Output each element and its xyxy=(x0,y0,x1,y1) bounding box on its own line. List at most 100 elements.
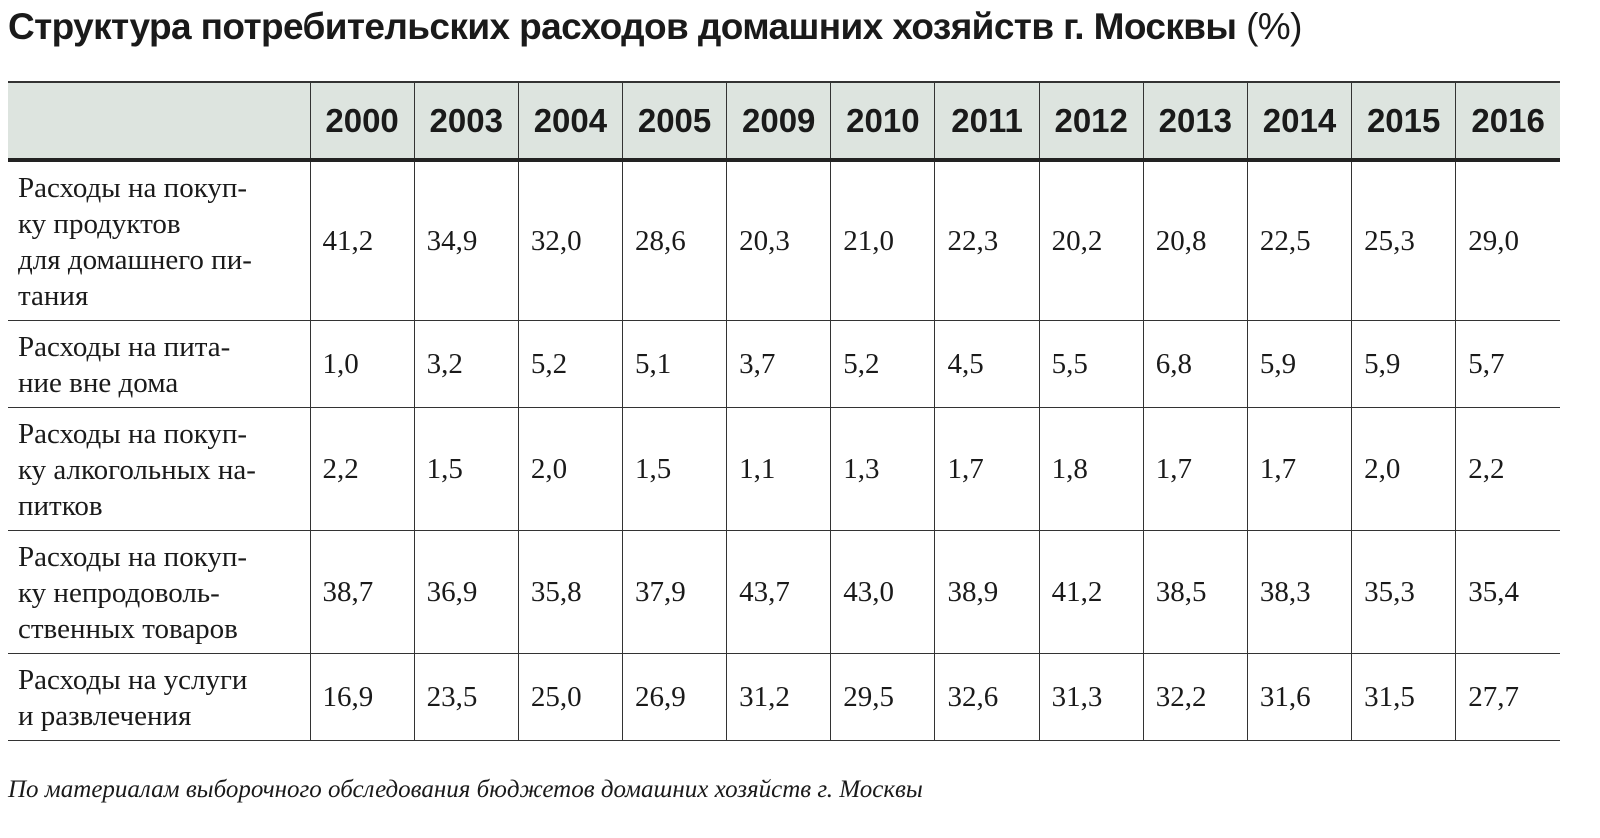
table-row: Расходы на услуги и развлечения 16,9 23,5 25… xyxy=(8,653,1560,741)
cell-value: 43,7 xyxy=(726,530,832,654)
row-label-line: ку алкогольных на- xyxy=(18,454,256,486)
cell-value: 1,0 xyxy=(309,320,415,408)
title-unit: (%) xyxy=(1246,6,1302,47)
cell-value: 6,8 xyxy=(1142,320,1248,408)
cell-value: 31,3 xyxy=(1038,653,1144,741)
cell-value: 1,5 xyxy=(413,407,519,531)
column-header: 2010 xyxy=(830,82,936,160)
table-row: Расходы на пита-ние вне дома 1,0 3,2 5,2 5,1… xyxy=(8,320,1560,408)
data-table: 2000 2003 2004 2005 2009 2010 2011 2012 2013 2014… xyxy=(8,81,1560,741)
header-row: 2000 2003 2004 2005 2009 2010 2011 2012 2013 2014… xyxy=(8,82,1560,160)
cell-value: 3,2 xyxy=(413,320,519,408)
column-header: 2009 xyxy=(726,82,832,160)
cell-value: 22,3 xyxy=(934,160,1040,321)
cell-value: 1,7 xyxy=(934,407,1040,531)
row-label-line: и развлечения xyxy=(18,700,192,732)
cell-value: 1,7 xyxy=(1142,407,1248,531)
cell-value: 28,6 xyxy=(621,160,728,321)
cell-value: 4,5 xyxy=(934,320,1040,408)
cell-value: 38,9 xyxy=(934,530,1040,654)
cell-value: 41,2 xyxy=(1038,530,1144,654)
row-label-line: ку непродоволь- xyxy=(18,577,220,609)
cell-value: 23,5 xyxy=(413,653,519,741)
cell-value: 35,3 xyxy=(1351,530,1457,654)
cell-value: 3,7 xyxy=(726,320,832,408)
cell-value: 1,7 xyxy=(1246,407,1353,531)
row-label: Расходы на покуп-ку алкогольных на-питко… xyxy=(8,407,311,531)
cell-value: 20,3 xyxy=(726,160,832,321)
row-label-line: Расходы на покуп- xyxy=(18,418,248,450)
row-label-line: Расходы на покуп- xyxy=(18,541,248,573)
header-corner xyxy=(8,82,311,160)
cell-value: 1,5 xyxy=(621,407,728,531)
cell-value: 5,9 xyxy=(1351,320,1457,408)
cell-value: 32,6 xyxy=(934,653,1040,741)
row-label-line: для домашнего пи- xyxy=(18,244,252,276)
cell-value: 43,0 xyxy=(830,530,936,654)
column-header: 2015 xyxy=(1351,82,1457,160)
title: Структура потребительских расходов домаш… xyxy=(8,6,1302,48)
cell-value: 20,2 xyxy=(1038,160,1144,321)
cell-value: 31,2 xyxy=(726,653,832,741)
column-header: 2012 xyxy=(1038,82,1144,160)
cell-value: 5,9 xyxy=(1246,320,1353,408)
row-label: Расходы на пита-ние вне дома xyxy=(8,320,311,408)
column-header: 2013 xyxy=(1142,82,1248,160)
column-header: 2014 xyxy=(1246,82,1353,160)
cell-value: 32,0 xyxy=(517,160,623,321)
cell-value: 16,9 xyxy=(309,653,415,741)
row-label-line: Расходы на покуп- xyxy=(18,172,248,204)
cell-value: 34,9 xyxy=(413,160,519,321)
cell-value: 35,4 xyxy=(1455,530,1560,654)
column-header: 2005 xyxy=(621,82,728,160)
column-header: 2016 xyxy=(1455,82,1560,160)
cell-value: 25,3 xyxy=(1351,160,1457,321)
footnote: По материалам выборочного обследования б… xyxy=(8,776,923,803)
table-row: Расходы на покуп-ку продуктов для домашне… xyxy=(8,160,1560,321)
cell-value: 5,1 xyxy=(621,320,728,408)
cell-value: 27,7 xyxy=(1455,653,1560,741)
cell-value: 38,7 xyxy=(309,530,415,654)
title-text: Структура потребительских расходов домаш… xyxy=(8,6,1237,47)
cell-value: 31,6 xyxy=(1246,653,1353,741)
cell-value: 5,2 xyxy=(517,320,623,408)
cell-value: 1,1 xyxy=(726,407,832,531)
cell-value: 26,9 xyxy=(621,653,728,741)
cell-value: 35,8 xyxy=(517,530,623,654)
column-header: 2004 xyxy=(517,82,623,160)
cell-value: 2,0 xyxy=(517,407,623,531)
cell-value: 31,5 xyxy=(1351,653,1457,741)
cell-value: 2,2 xyxy=(309,407,415,531)
row-label-line: питков xyxy=(18,490,103,522)
row-label: Расходы на услуги и развлечения xyxy=(8,653,311,741)
cell-value: 37,9 xyxy=(621,530,728,654)
table-body: Расходы на покуп-ку продуктов для домашне… xyxy=(8,160,1560,741)
cell-value: 20,8 xyxy=(1142,160,1248,321)
column-header: 2003 xyxy=(413,82,519,160)
cell-value: 38,5 xyxy=(1142,530,1248,654)
cell-value: 22,5 xyxy=(1246,160,1353,321)
cell-value: 5,5 xyxy=(1038,320,1144,408)
row-label-line: ственных товаров xyxy=(18,613,238,645)
cell-value: 1,8 xyxy=(1038,407,1144,531)
cell-value: 36,9 xyxy=(413,530,519,654)
cell-value: 29,0 xyxy=(1455,160,1560,321)
cell-value: 38,3 xyxy=(1246,530,1353,654)
cell-value: 41,2 xyxy=(309,160,415,321)
cell-value: 29,5 xyxy=(830,653,936,741)
table-row: Расходы на покуп-ку непродоволь-ственных… xyxy=(8,530,1560,654)
row-label-line: Расходы на услуги xyxy=(18,664,248,696)
column-header: 2000 xyxy=(309,82,415,160)
cell-value: 5,2 xyxy=(830,320,936,408)
row-label-line: ние вне дома xyxy=(18,367,179,399)
cell-value: 21,0 xyxy=(830,160,936,321)
column-header: 2011 xyxy=(934,82,1040,160)
cell-value: 2,2 xyxy=(1455,407,1560,531)
table-row: Расходы на покуп-ку алкогольных на-питко… xyxy=(8,407,1560,531)
cell-value: 2,0 xyxy=(1351,407,1457,531)
cell-value: 32,2 xyxy=(1142,653,1248,741)
cell-value: 25,0 xyxy=(517,653,623,741)
cell-value: 5,7 xyxy=(1455,320,1560,408)
row-label: Расходы на покуп-ку продуктов для домашне… xyxy=(8,160,311,321)
